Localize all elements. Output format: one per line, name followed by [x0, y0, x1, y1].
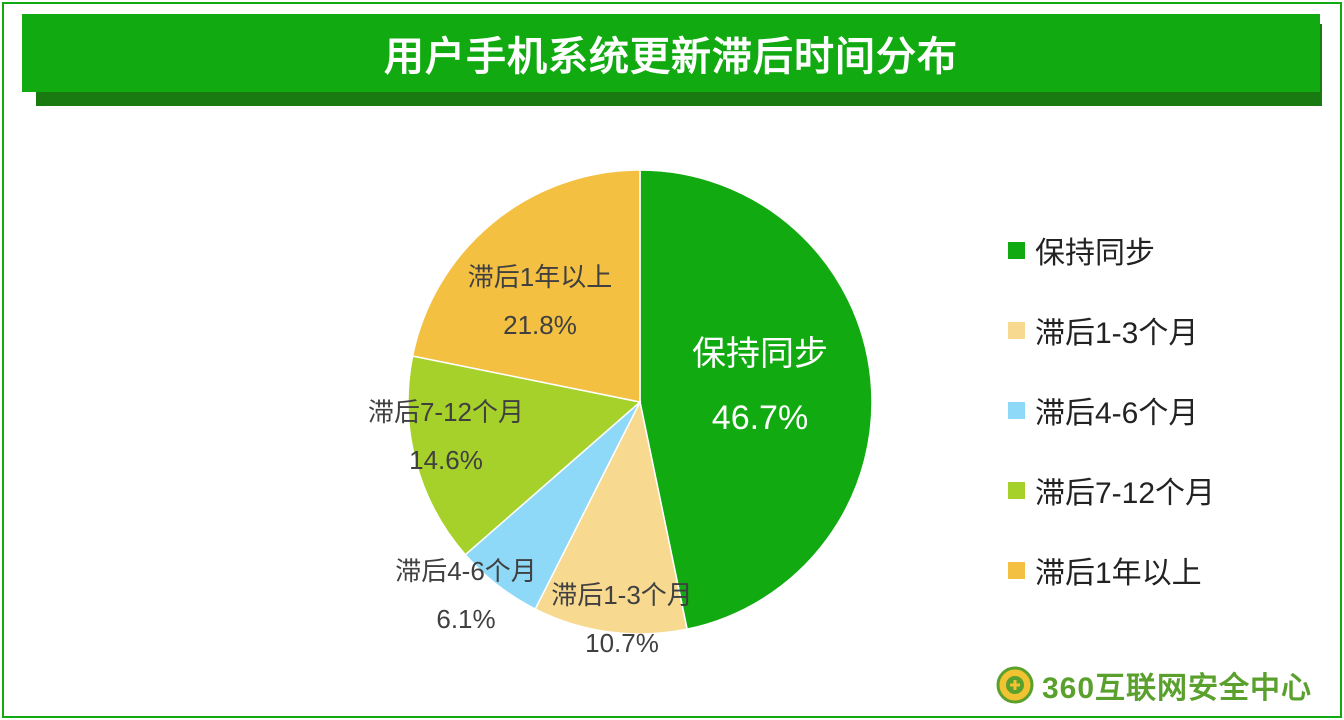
- legend-swatch: [1008, 481, 1025, 499]
- legend-label: 滞后7-12个月: [1035, 477, 1216, 510]
- slice-value-label-1: 46.7%: [712, 399, 808, 437]
- pie-slice-2: [534, 399, 688, 635]
- legend-item-2: 滞后1-3个月: [1008, 290, 1215, 370]
- legend-swatch: [1008, 561, 1025, 579]
- legend-item-1: 保持同步: [1008, 210, 1215, 290]
- title-bar: 用户手机系统更新滞后时间分布: [22, 14, 1320, 92]
- pie-slice-1: [639, 169, 873, 631]
- legend-label: 滞后1-3个月: [1035, 317, 1199, 350]
- slice-label-1: 保持同步: [692, 335, 828, 373]
- chart-title: 用户手机系统更新滞后时间分布: [384, 35, 958, 79]
- legend-swatch: [1008, 321, 1025, 339]
- pie-slice-5: [411, 169, 641, 403]
- pie-slice-4: [407, 355, 642, 556]
- brand-logo: 360互联网安全中心: [996, 664, 1312, 706]
- legend-label: 滞后4-6个月: [1035, 397, 1199, 430]
- legend-label: 滞后1年以上: [1035, 557, 1202, 590]
- slice-label-4: 滞后7-12个月: [368, 397, 524, 427]
- chart-legend: 保持同步滞后1-3个月 滞后4-6个月 滞后7-12个月 滞后1年以上: [1008, 210, 1215, 610]
- slice-value-label-2: 10.7%: [585, 628, 659, 658]
- brand-logo-text: 360互联网安全中心: [1042, 672, 1313, 705]
- legend-label: 保持同步: [1035, 237, 1155, 270]
- legend-swatch: [1008, 241, 1025, 259]
- legend-item-3: 滞后4-6个月: [1008, 370, 1215, 450]
- slice-label-3: 滞后4-6个月: [395, 556, 537, 586]
- legend-item-5: 滞后1年以上: [1008, 530, 1215, 610]
- slice-label-2: 滞后1-3个月: [551, 580, 693, 610]
- slice-value-label-4: 14.6%: [409, 445, 483, 475]
- legend-item-4: 滞后7-12个月: [1008, 450, 1215, 530]
- slice-value-label-3: 6.1%: [436, 604, 495, 634]
- 360-shield-logo-icon: [996, 666, 1034, 704]
- slice-value-label-5: 21.8%: [503, 310, 577, 340]
- slice-label-5: 滞后1年以上: [468, 262, 612, 292]
- legend-swatch: [1008, 401, 1025, 419]
